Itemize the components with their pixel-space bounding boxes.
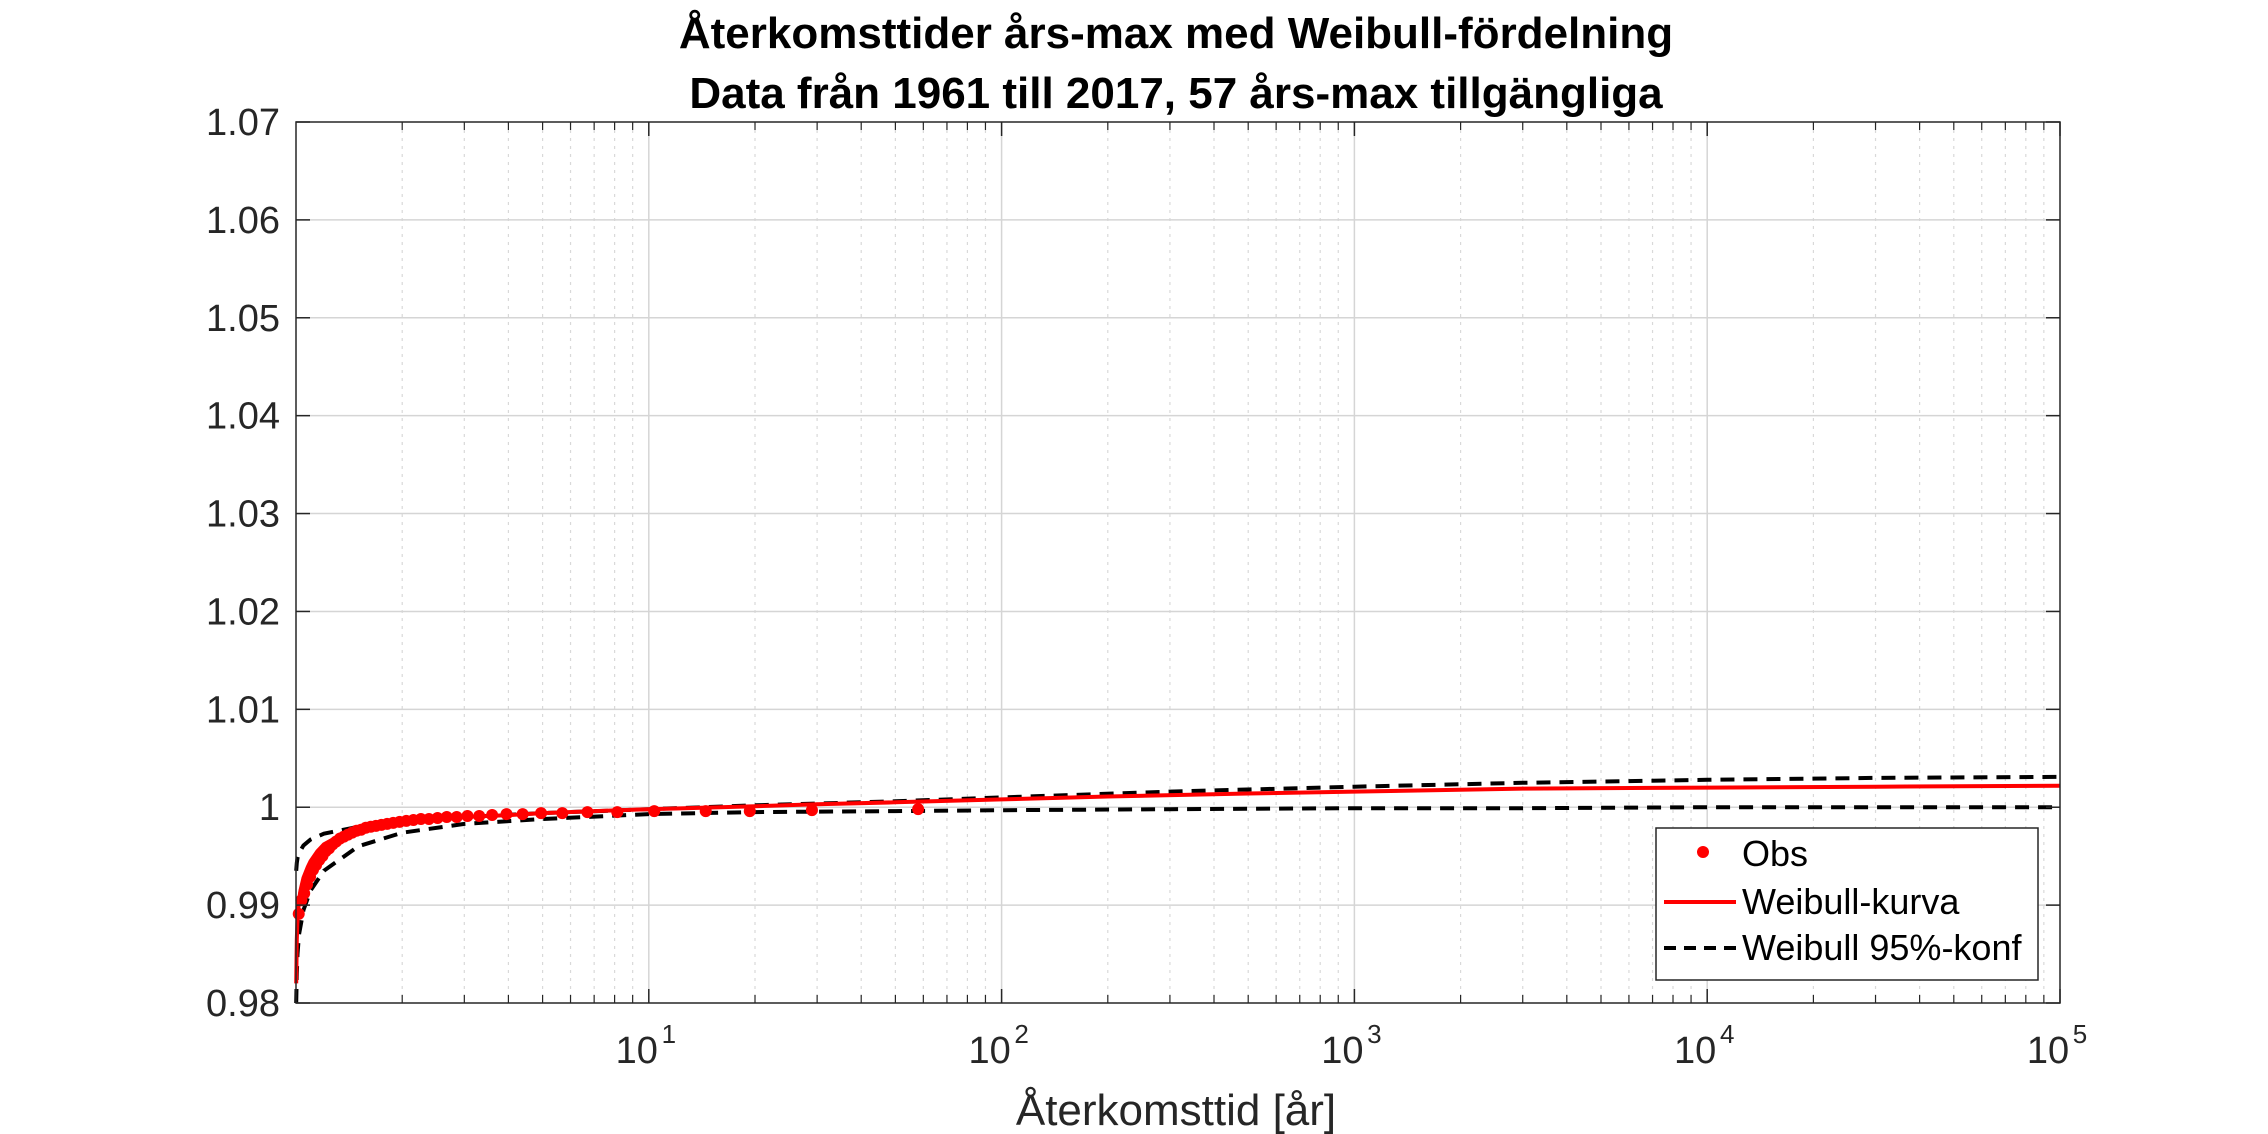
legend-obs-marker bbox=[1697, 846, 1709, 858]
obs-point bbox=[292, 907, 305, 920]
obs-point bbox=[699, 805, 712, 818]
confidence-band-line bbox=[294, 805, 2060, 1004]
chart-title: Återkomsttider års-max med Weibull-förde… bbox=[679, 9, 1673, 58]
tick-marks bbox=[296, 121, 2061, 1004]
obs-point bbox=[805, 804, 818, 817]
x-tick-label: 10 bbox=[1321, 1030, 1363, 1072]
obs-point bbox=[450, 811, 463, 824]
obs-point bbox=[556, 807, 569, 820]
y-tick-label: 0.99 bbox=[206, 885, 280, 927]
x-tick-label-exponent: 3 bbox=[1367, 1019, 1381, 1049]
x-tick-label-exponent: 1 bbox=[662, 1019, 676, 1049]
legend-label-obs: Obs bbox=[1742, 833, 1808, 874]
y-tick-labels: 0.98 0.99 1 1.01 1.02 1.03 1.04 1.05 1.06 1.07 bbox=[206, 102, 280, 1025]
x-tick-label: 10 bbox=[2027, 1030, 2069, 1072]
x-tick-label-exponent: 4 bbox=[1720, 1019, 1734, 1049]
obs-point bbox=[516, 808, 529, 821]
x-tick-label: 10 bbox=[968, 1030, 1010, 1072]
obs-point bbox=[473, 810, 486, 823]
x-axis-label: Återkomsttid [år] bbox=[1016, 1086, 1336, 1134]
chart-subtitle: Data från 1961 till 2017, 57 års-max til… bbox=[689, 69, 1663, 118]
obs-point bbox=[535, 807, 548, 820]
y-tick-label: 1.06 bbox=[206, 200, 280, 242]
y-tick-label: 1 bbox=[259, 787, 280, 829]
obs-point bbox=[912, 803, 925, 816]
x-tick-label-exponent: 5 bbox=[2073, 1019, 2087, 1049]
y-tick-label: 1.05 bbox=[206, 298, 280, 340]
obs-point bbox=[440, 811, 453, 824]
plot-frame bbox=[295, 121, 2061, 1004]
y-tick-label: 0.98 bbox=[206, 983, 280, 1025]
y-tick-label: 1.01 bbox=[206, 689, 280, 731]
obs-point bbox=[581, 806, 594, 819]
y-tick-label: 1.02 bbox=[206, 591, 280, 633]
y-tick-label: 1.07 bbox=[206, 102, 280, 144]
y-tick-label: 1.04 bbox=[206, 396, 280, 438]
obs-point bbox=[431, 811, 444, 824]
y-tick-label: 1.03 bbox=[206, 494, 280, 536]
x-tick-labels: 10 1 10 2 10 3 10 4 10 5 bbox=[616, 1019, 2088, 1072]
legend-label-confidence: Weibull 95%-konf bbox=[1742, 927, 2022, 968]
minor-grid bbox=[401, 122, 2045, 1003]
legend-label-weibull-curve: Weibull-kurva bbox=[1742, 881, 1960, 922]
obs-point bbox=[500, 808, 513, 821]
x-tick-label: 10 bbox=[616, 1030, 658, 1072]
obs-point bbox=[486, 809, 499, 822]
obs-point bbox=[611, 806, 624, 819]
series-layer bbox=[292, 774, 2061, 1004]
obs-point bbox=[743, 805, 756, 818]
obs-point bbox=[461, 810, 474, 823]
legend: Obs Weibull-kurva Weibull 95%-konf bbox=[1655, 827, 2039, 981]
x-tick-label-exponent: 2 bbox=[1014, 1019, 1028, 1049]
x-tick-label: 10 bbox=[1674, 1030, 1716, 1072]
obs-point bbox=[648, 805, 661, 818]
